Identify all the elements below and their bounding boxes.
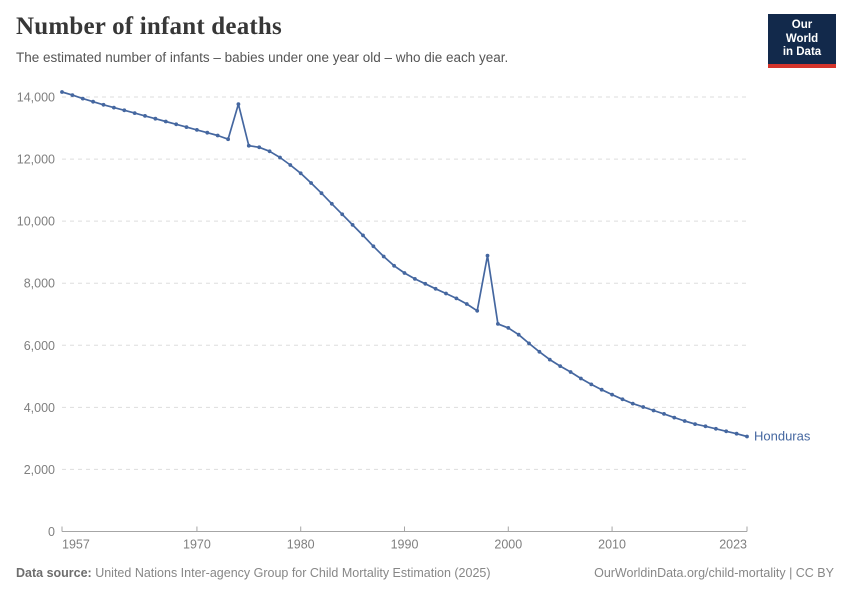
data-point-honduras-2003 [537, 349, 542, 354]
data-source-label: Data source: [16, 566, 92, 580]
x-tick-label-1980: 1980 [287, 538, 315, 552]
page-title: Number of infant deaths [16, 13, 282, 40]
data-point-honduras-1995 [454, 296, 459, 301]
data-point-honduras-1959 [80, 96, 85, 101]
y-tick-label-0: 0 [48, 525, 55, 539]
y-tick-label-6000: 6,000 [24, 339, 55, 353]
data-point-honduras-1973 [226, 137, 231, 142]
data-point-honduras-1969 [184, 125, 189, 129]
data-point-honduras-2011 [620, 397, 625, 402]
data-point-honduras-1982 [319, 191, 324, 196]
data-point-honduras-2023 [745, 434, 749, 439]
data-point-honduras-2019 [703, 424, 708, 429]
data-point-honduras-1966 [153, 116, 158, 121]
data-point-honduras-2004 [547, 357, 552, 362]
data-point-honduras-1989 [392, 263, 396, 268]
owid-logo-line2: in Data [782, 46, 822, 59]
data-point-honduras-2020 [714, 426, 718, 431]
y-tick-label-8000: 8,000 [24, 277, 55, 291]
data-point-honduras-1957 [60, 90, 64, 94]
data-point-honduras-1977 [267, 149, 272, 154]
data-point-honduras-1972 [215, 133, 220, 138]
data-point-honduras-2009 [599, 387, 604, 392]
data-point-honduras-2013 [641, 405, 646, 409]
data-point-honduras-1993 [433, 286, 438, 291]
data-point-honduras-1980 [298, 171, 303, 176]
data-point-honduras-2010 [610, 392, 614, 397]
data-point-honduras-1984 [340, 212, 345, 217]
data-point-honduras-1983 [329, 201, 334, 206]
data-point-honduras-1968 [174, 122, 179, 127]
x-tick-label-2023: 2023 [719, 538, 747, 552]
y-tick-label-14000: 14,000 [17, 91, 55, 105]
x-tick-label-2010: 2010 [598, 538, 626, 552]
data-point-honduras-1965 [143, 114, 147, 118]
data-point-honduras-1963 [122, 108, 127, 113]
data-point-honduras-1958 [70, 93, 75, 97]
chart-subtitle: The estimated number of infants – babies… [16, 50, 509, 65]
data-point-honduras-1981 [309, 181, 313, 185]
data-source-text: United Nations Inter-agency Group for Ch… [91, 566, 491, 580]
owid-logo: Our World in Data [768, 14, 836, 68]
data-point-honduras-2015 [662, 412, 666, 416]
data-point-honduras-1996 [464, 302, 469, 306]
data-point-honduras-2014 [651, 408, 656, 413]
data-point-honduras-1970 [195, 127, 199, 132]
data-point-honduras-1992 [423, 281, 428, 286]
data-point-honduras-1998 [485, 253, 490, 258]
data-point-honduras-1974 [236, 102, 241, 106]
y-tick-label-10000: 10,000 [17, 215, 55, 229]
data-point-honduras-1960 [91, 99, 95, 104]
data-point-honduras-1964 [132, 111, 137, 115]
data-point-honduras-1971 [205, 130, 210, 135]
data-point-honduras-2018 [693, 422, 697, 426]
y-tick-label-2000: 2,000 [24, 463, 55, 477]
data-point-honduras-2022 [734, 431, 739, 436]
x-tick-label-1970: 1970 [183, 538, 211, 552]
data-point-honduras-1986 [361, 233, 365, 238]
data-point-honduras-1978 [278, 155, 282, 160]
data-point-honduras-1991 [413, 277, 417, 281]
data-point-honduras-1961 [101, 102, 106, 107]
chart-header: Number of infant deaths The estimated nu… [16, 12, 750, 67]
data-point-honduras-2021 [724, 429, 729, 434]
data-point-honduras-1990 [402, 271, 407, 275]
data-point-honduras-1967 [163, 119, 168, 124]
y-tick-label-4000: 4,000 [24, 401, 55, 415]
license-note: OurWorldinData.org/child-mortality | CC … [594, 566, 834, 580]
data-point-honduras-1985 [350, 223, 355, 227]
data-source-note: Data source: United Nations Inter-agency… [16, 566, 491, 580]
data-point-honduras-2006 [568, 370, 573, 374]
x-tick-label-2000: 2000 [494, 538, 522, 552]
data-point-honduras-2000 [506, 326, 511, 330]
data-point-honduras-1962 [112, 105, 116, 110]
data-point-honduras-2001 [516, 332, 521, 337]
data-point-honduras-1987 [371, 244, 376, 249]
y-tick-label-12000: 12,000 [17, 153, 55, 167]
data-point-honduras-2012 [630, 401, 635, 406]
data-point-honduras-1988 [381, 254, 386, 259]
data-point-honduras-2002 [527, 341, 531, 346]
data-line-honduras [61, 91, 748, 438]
data-point-honduras-2008 [589, 382, 594, 387]
x-tick-label-1990: 1990 [391, 538, 419, 552]
owid-logo-line1: Our World [785, 19, 819, 45]
chart-footer: Data source: United Nations Inter-agency… [16, 566, 834, 580]
entity-label-honduras: Honduras [754, 429, 811, 444]
data-point-honduras-2005 [558, 364, 563, 368]
data-point-honduras-2017 [682, 419, 687, 423]
data-point-honduras-2007 [579, 376, 583, 381]
data-point-honduras-1994 [444, 291, 448, 296]
data-point-honduras-1979 [288, 163, 293, 167]
data-point-honduras-1976 [257, 145, 262, 150]
data-point-honduras-2016 [672, 415, 677, 420]
data-point-honduras-1999 [496, 322, 500, 326]
data-point-honduras-1997 [475, 308, 480, 313]
data-point-honduras-1975 [246, 143, 251, 148]
x-tick-label-1957: 1957 [62, 538, 90, 552]
